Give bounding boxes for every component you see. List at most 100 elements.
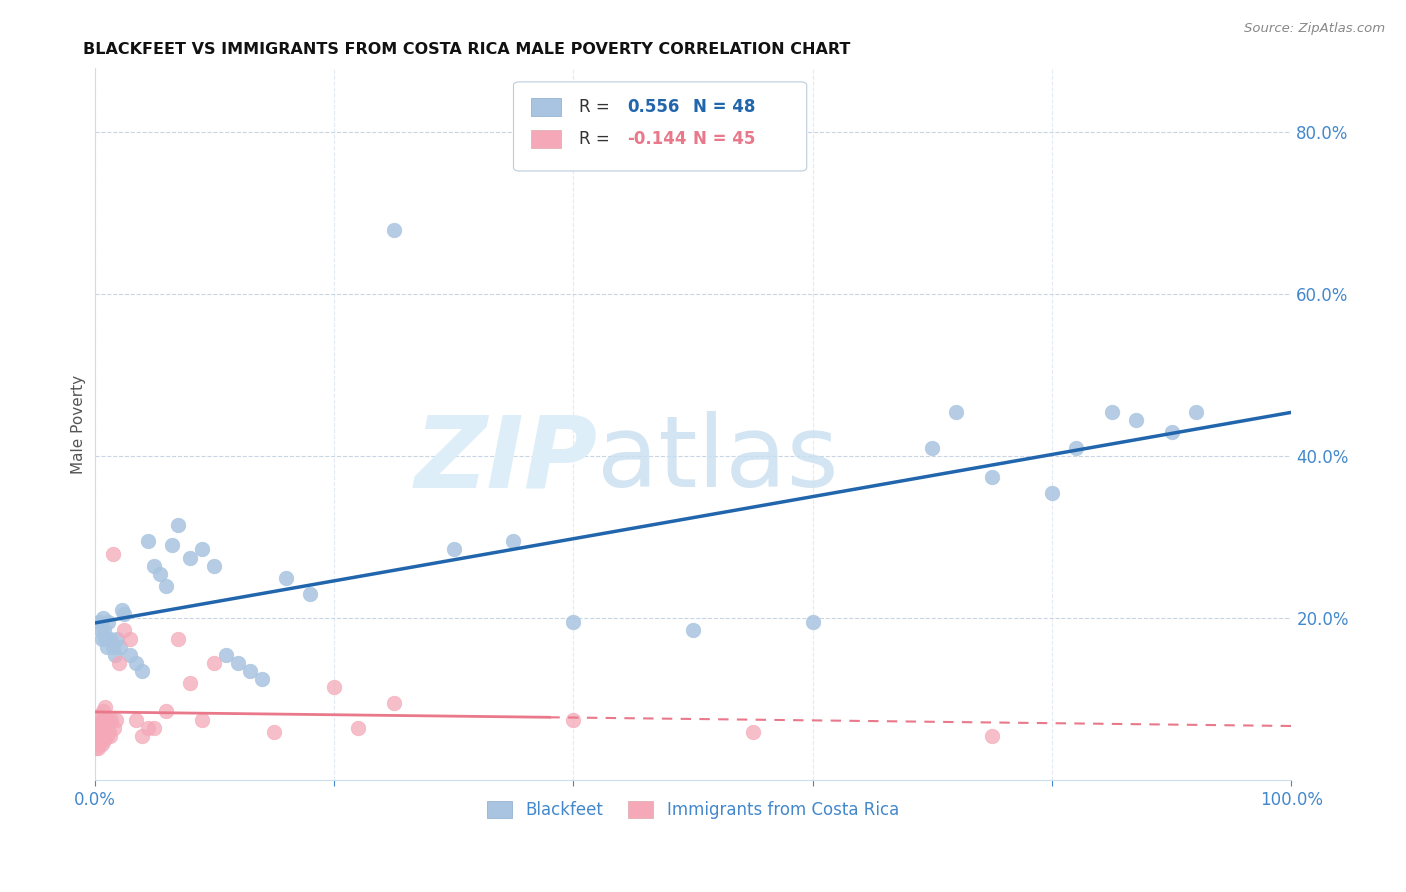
Point: [114, 624, 136, 638]
Point: [945, 405, 967, 419]
Text: BLACKFEET VS IMMIGRANTS FROM COSTA RICA MALE POVERTY CORRELATION CHART: BLACKFEET VS IMMIGRANTS FROM COSTA RICA …: [83, 42, 851, 57]
Point: [120, 648, 142, 662]
Text: ZIP: ZIP: [415, 411, 598, 508]
Point: [143, 558, 166, 573]
Legend: Blackfeet, Immigrants from Costa Rica: Blackfeet, Immigrants from Costa Rica: [481, 794, 905, 825]
Point: [239, 664, 262, 678]
Bar: [531, 130, 561, 148]
Point: [131, 729, 153, 743]
Point: [921, 442, 943, 456]
Text: 0.556: 0.556: [627, 98, 679, 116]
Point: [250, 672, 273, 686]
Point: [94, 700, 117, 714]
Text: -0.144: -0.144: [627, 130, 686, 148]
Point: [143, 721, 166, 735]
Point: [97, 713, 120, 727]
Point: [981, 729, 1004, 743]
Point: [562, 713, 585, 727]
Point: [111, 603, 134, 617]
Point: [90, 732, 112, 747]
Text: atlas: atlas: [598, 411, 839, 508]
Point: [138, 534, 160, 549]
Point: [94, 632, 117, 646]
Point: [682, 624, 704, 638]
Point: [96, 716, 118, 731]
Point: [226, 656, 249, 670]
Point: [98, 632, 121, 646]
Point: [167, 632, 190, 646]
Point: [91, 716, 114, 731]
Point: [202, 656, 225, 670]
Point: [149, 566, 172, 581]
Point: [87, 716, 110, 731]
Point: [96, 640, 118, 654]
Point: [93, 624, 115, 638]
Point: [120, 632, 142, 646]
Point: [179, 550, 201, 565]
Point: [96, 729, 118, 743]
Point: [167, 518, 190, 533]
Text: R =: R =: [579, 98, 616, 116]
Point: [93, 732, 115, 747]
Point: [155, 579, 177, 593]
Point: [162, 538, 184, 552]
Point: [1125, 413, 1147, 427]
Text: Source: ZipAtlas.com: Source: ZipAtlas.com: [1244, 22, 1385, 36]
Point: [108, 640, 131, 654]
Point: [100, 713, 122, 727]
Point: [94, 724, 117, 739]
Point: [1184, 405, 1206, 419]
Point: [90, 632, 112, 646]
Point: [1101, 405, 1123, 419]
Point: [101, 640, 124, 654]
Text: N = 45: N = 45: [693, 130, 755, 148]
Point: [84, 740, 107, 755]
Point: [202, 558, 225, 573]
Point: [86, 721, 108, 735]
Point: [107, 656, 129, 670]
Bar: [531, 98, 561, 116]
Point: [125, 713, 148, 727]
Point: [443, 542, 465, 557]
Point: [105, 713, 128, 727]
Point: [981, 469, 1004, 483]
Point: [274, 571, 297, 585]
Point: [562, 615, 585, 630]
Point: [103, 721, 125, 735]
Point: [741, 724, 763, 739]
Point: [89, 737, 111, 751]
Point: [1064, 442, 1087, 456]
Y-axis label: Male Poverty: Male Poverty: [72, 375, 86, 474]
Point: [191, 542, 214, 557]
Point: [90, 724, 112, 739]
Point: [91, 611, 114, 625]
Point: [138, 721, 160, 735]
Point: [104, 648, 127, 662]
Point: [114, 607, 136, 622]
Point: [347, 721, 370, 735]
Point: [263, 724, 285, 739]
Text: R =: R =: [579, 130, 616, 148]
Point: [179, 676, 201, 690]
Point: [93, 721, 115, 735]
Point: [155, 705, 177, 719]
FancyBboxPatch shape: [513, 82, 807, 171]
Point: [1160, 425, 1182, 439]
Point: [97, 724, 120, 739]
Point: [90, 624, 112, 638]
Point: [90, 737, 112, 751]
Point: [215, 648, 238, 662]
Point: [1040, 485, 1063, 500]
Point: [98, 729, 121, 743]
Point: [382, 222, 405, 236]
Point: [323, 680, 346, 694]
Point: [86, 732, 108, 747]
Point: [502, 534, 524, 549]
Point: [87, 740, 110, 755]
Point: [131, 664, 153, 678]
Point: [382, 697, 405, 711]
Point: [191, 713, 214, 727]
Point: [97, 615, 120, 630]
Point: [101, 547, 124, 561]
Point: [125, 656, 148, 670]
